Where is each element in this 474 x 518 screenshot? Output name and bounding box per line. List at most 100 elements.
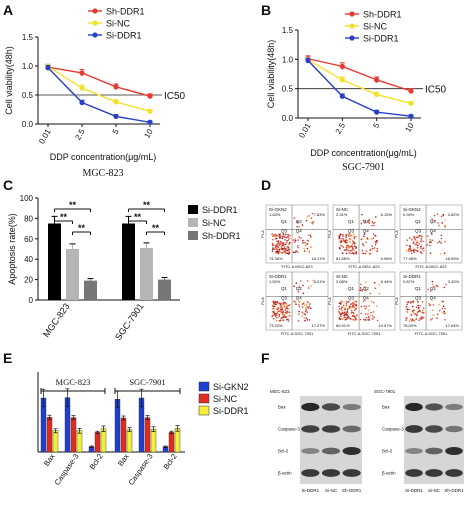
blot-band [342,469,361,477]
event-dot [297,313,300,315]
event-dot [363,244,365,247]
event-dot [412,311,415,313]
event-dot [422,247,425,249]
blot-cell-label: SGC-7901 [374,389,396,394]
x-tick-label: 10 [403,121,416,134]
event-dot [308,251,311,253]
event-dot [338,237,341,239]
event-dot [344,239,347,242]
event-dot [418,309,421,312]
event-dot [405,244,408,247]
event-dot [288,242,291,245]
quadrant-name: Q3 [348,295,355,300]
event-dot [430,241,432,243]
y-axis-label: Cell viability(48h) [266,40,276,109]
event-dot [293,217,296,219]
quadrant-name: Q3 [415,295,422,300]
event-dot [278,235,281,238]
legend-swatch [198,405,210,416]
event-dot [311,213,314,215]
event-dot [348,245,350,248]
event-dot [369,252,372,255]
event-dot [341,306,343,309]
group-label: MGC-823 [56,377,91,387]
event-dot [371,315,374,317]
event-dot [273,305,276,308]
bar [120,417,127,453]
event-dot [420,252,423,254]
event-dot [372,318,374,320]
event-dot [355,236,357,238]
event-dot [342,304,345,307]
event-dot [345,242,347,244]
event-dot [441,221,444,224]
event-dot [419,251,422,253]
event-dot [283,301,286,304]
y-tick-label: 0 [29,296,34,305]
quadrant-value-q4: 9.96% [381,256,393,261]
blot-row-label: Caspase-3 [278,427,300,432]
event-dot [431,218,434,221]
quadrant-value-q2: 8.01% [314,279,326,284]
event-dot [272,303,275,306]
blot-band [405,469,423,477]
event-dot [442,213,445,216]
event-dot [412,301,414,304]
data-point [339,77,345,83]
event-dot [415,318,418,320]
flow-cytometry-panel: Si-GKN2 Q1 Q2 Q3 Q4 1.64% 7.83% 74.36% 16.17% FIT… [260,204,463,336]
event-dot [277,252,280,255]
event-dot [443,252,446,254]
bar [70,417,77,453]
event-dot [276,312,279,315]
event-dot [409,318,412,321]
event-dot [287,318,289,321]
significance-stars: ** [78,223,86,233]
event-dot [340,308,343,310]
event-dot [287,315,289,318]
event-dot [297,320,300,322]
event-dot [410,250,412,252]
event-dot [362,243,364,245]
event-dot [346,244,348,247]
bar [84,280,97,300]
event-dot [421,235,423,237]
event-dot [355,251,358,253]
event-dot [298,305,301,308]
legend-label: Si-NC [363,22,387,32]
quadrant-name: Q1 [348,219,355,224]
event-dot [286,247,288,249]
bar [150,429,157,453]
legend-label: Si-DDR1 [213,406,249,416]
data-point [79,70,85,76]
flow-x-axis-label: FITC-A SGC-7901 [281,331,314,336]
event-dot [419,235,421,237]
event-dot [340,315,342,318]
event-dot [297,239,300,241]
event-dot [282,243,285,245]
event-dot [310,285,312,287]
event-dot [354,245,356,248]
event-dot [420,318,423,320]
data-point [374,91,380,98]
event-dot [339,318,342,321]
sample-tag: Si-GKN2 [269,207,287,212]
event-dot [416,250,419,252]
event-dot [440,242,442,244]
quadrant-value-q4: 16.17% [311,256,325,261]
event-dot [366,237,369,239]
data-point [339,93,345,99]
event-dot [361,213,363,216]
quadrant-value-q1: 0.87% [403,279,415,284]
event-dot [355,300,358,303]
event-dot [286,306,288,308]
event-dot [296,225,298,228]
event-dot [361,290,363,292]
event-dot [435,284,438,287]
event-dot [344,240,347,243]
event-dot [413,248,416,251]
blot-lane-label: Si-DDR1 [405,488,423,493]
event-dot [426,244,429,246]
data-point [79,99,85,106]
y-tick-label: 100 [20,194,34,203]
